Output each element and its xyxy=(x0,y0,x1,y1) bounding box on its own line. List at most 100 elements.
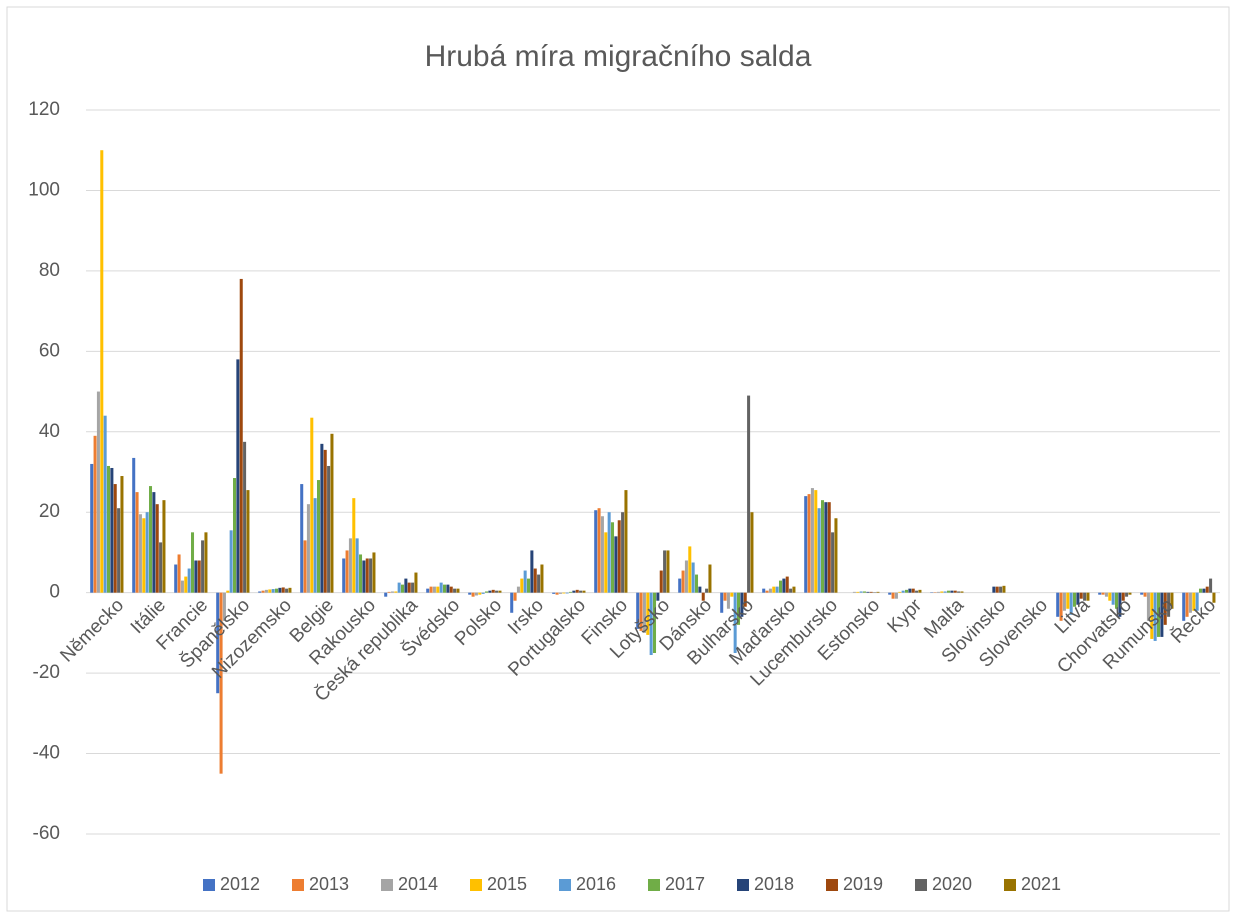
bar xyxy=(258,591,261,592)
bar xyxy=(566,593,569,594)
bar xyxy=(288,588,291,593)
bar xyxy=(950,591,953,593)
bar xyxy=(204,532,207,592)
legend-swatch xyxy=(1004,879,1016,891)
bar xyxy=(146,512,149,592)
bar xyxy=(414,573,417,593)
bar xyxy=(540,565,543,593)
bar xyxy=(996,587,999,593)
bar xyxy=(992,587,995,593)
y-tick-label: -40 xyxy=(33,743,60,764)
bar xyxy=(579,591,582,593)
bar xyxy=(730,593,733,597)
bar xyxy=(937,592,940,593)
y-tick-label: 40 xyxy=(39,421,60,442)
y-tick-label: 20 xyxy=(39,501,60,522)
bar xyxy=(198,560,201,592)
bar xyxy=(178,554,181,592)
bar xyxy=(789,589,792,593)
legend-label: 2017 xyxy=(665,874,705,894)
y-tick-label: 0 xyxy=(49,582,60,603)
bar xyxy=(398,583,401,593)
bar xyxy=(562,593,565,594)
y-tick-label: 80 xyxy=(39,260,60,281)
bar xyxy=(769,589,772,593)
bar xyxy=(601,516,604,592)
bar xyxy=(902,591,905,593)
bar xyxy=(1202,589,1205,593)
bar xyxy=(1206,587,1209,593)
bar xyxy=(524,571,527,593)
bar xyxy=(285,589,288,593)
bar xyxy=(831,532,834,592)
bar xyxy=(307,504,310,592)
chart-border xyxy=(7,7,1229,911)
bar xyxy=(685,560,688,592)
y-tick-label: 60 xyxy=(39,340,60,361)
legend-swatch xyxy=(826,879,838,891)
bar xyxy=(314,498,317,593)
bar xyxy=(688,546,691,592)
bar xyxy=(944,591,947,592)
bar xyxy=(1098,593,1101,595)
bar xyxy=(915,591,918,593)
bar xyxy=(384,593,387,597)
bar xyxy=(569,592,572,593)
bar xyxy=(876,592,879,593)
bar xyxy=(870,592,873,593)
bar xyxy=(472,593,475,597)
bar xyxy=(814,490,817,593)
legend-swatch xyxy=(470,879,482,891)
bar xyxy=(388,592,391,593)
bar xyxy=(346,550,349,592)
bar xyxy=(443,585,446,593)
bar xyxy=(275,589,278,593)
bar xyxy=(750,512,753,592)
bar xyxy=(856,592,859,593)
bar xyxy=(475,593,478,596)
bar xyxy=(456,589,459,593)
bar xyxy=(556,593,559,595)
legend-label: 2018 xyxy=(754,874,794,894)
bar xyxy=(604,532,607,592)
bar xyxy=(576,590,579,593)
legend-label: 2015 xyxy=(487,874,527,894)
bar xyxy=(1140,593,1143,595)
bar xyxy=(430,587,433,593)
bar xyxy=(330,434,333,593)
bar xyxy=(426,589,429,593)
bar xyxy=(598,508,601,592)
bar xyxy=(678,579,681,593)
bar xyxy=(174,565,177,593)
bar xyxy=(682,571,685,593)
bar xyxy=(772,587,775,593)
bar xyxy=(908,589,911,593)
bar xyxy=(898,592,901,593)
bar xyxy=(999,587,1002,593)
bar xyxy=(834,518,837,592)
bar xyxy=(1199,589,1202,593)
bar xyxy=(310,418,313,593)
bar xyxy=(272,589,275,593)
bar xyxy=(194,560,197,592)
bar xyxy=(808,494,811,593)
bar xyxy=(517,587,520,593)
bar xyxy=(828,502,831,592)
bar xyxy=(1086,593,1089,601)
bar xyxy=(117,508,120,592)
bar xyxy=(262,591,265,593)
bar xyxy=(97,392,100,593)
bar xyxy=(866,592,869,593)
bar xyxy=(411,583,414,593)
bar xyxy=(391,591,394,592)
legend-swatch xyxy=(915,879,927,891)
bar xyxy=(478,593,481,595)
bar xyxy=(230,530,233,592)
bar xyxy=(433,587,436,593)
legend-swatch xyxy=(559,879,571,891)
bar xyxy=(453,589,456,593)
bar xyxy=(349,538,352,592)
bar xyxy=(698,587,701,593)
bar xyxy=(692,563,695,593)
bar xyxy=(1144,593,1147,597)
